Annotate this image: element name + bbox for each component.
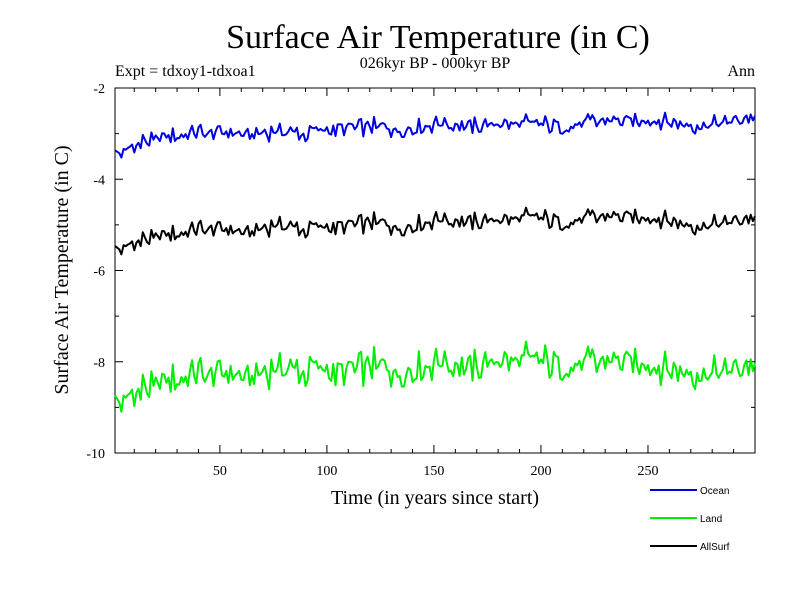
series-layer [114,111,756,413]
series-line-ocean [114,111,756,159]
legend-label-ocean: Ocean [700,486,729,497]
chart-title: Surface Air Temperature (in C) [226,19,650,56]
x-tick-label: 150 [423,464,444,479]
legend: Ocean Land AllSurf [650,486,730,553]
x-tick-label: 200 [530,464,551,479]
x-tick-label: 50 [213,464,227,479]
y-tick-label: -2 [93,82,105,97]
y-axis-title: Surface Air Temperature (in C) [51,145,73,394]
plot-frame [114,87,756,454]
x-tick-label: 250 [637,464,658,479]
season-label: Ann [727,63,755,80]
experiment-label: Expt = tdxoy1-tdxoa1 [115,63,256,80]
legend-label-allsurf: AllSurf [700,542,730,553]
legend-label-land: Land [700,514,722,525]
series-line-allsurf [114,206,756,256]
x-tick-label: 100 [316,464,337,479]
chart-subtitle: 026kyr BP - 000kyr BP [360,55,511,72]
y-tick-label: -4 [93,173,105,188]
x-axis: 50 100 150 200 250 [133,88,735,479]
x-axis-title: Time (in years since start) [331,487,539,509]
y-axis: -10 -8 -6 -4 -2 [86,82,755,462]
y-tick-label: -8 [93,356,105,371]
series-line-land [114,340,756,413]
y-tick-label: -10 [86,447,105,462]
y-tick-label: -6 [93,265,105,280]
